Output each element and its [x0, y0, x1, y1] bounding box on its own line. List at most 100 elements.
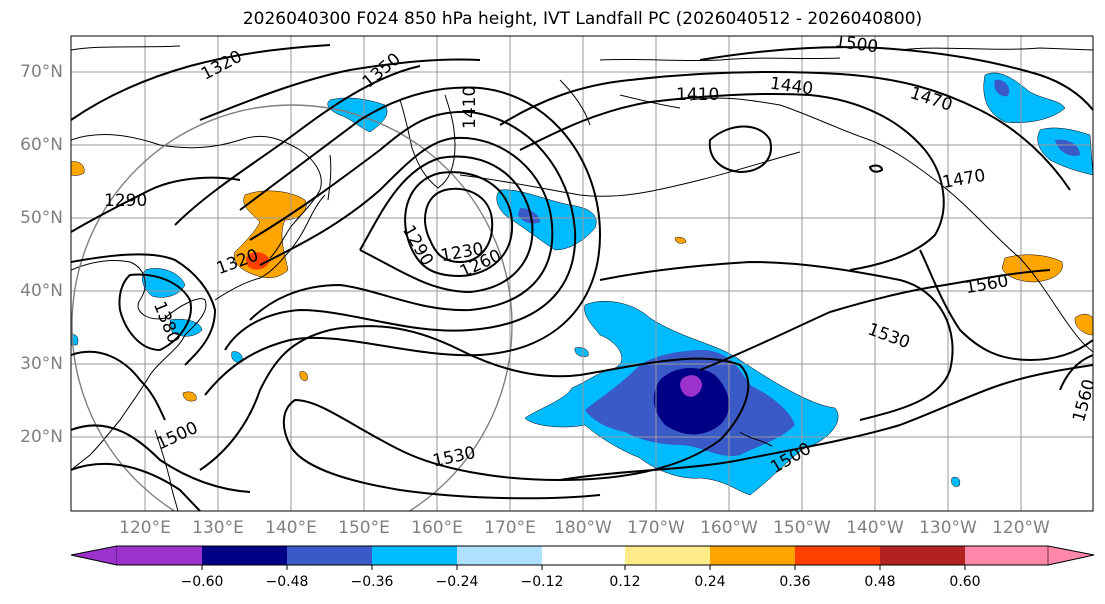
lat-label: 70°N [20, 62, 63, 82]
coastline-hawaii [739, 431, 773, 447]
colorbar-tick-label: 0.12 [609, 574, 641, 590]
ivt-negative-fill [71, 72, 1093, 496]
colorbar-ticks [201, 565, 966, 570]
coastline-aleutians [459, 151, 801, 197]
colorbar-segment [880, 546, 965, 565]
ivt-shade [674, 236, 687, 244]
lon-label: 170°E [484, 518, 536, 538]
range-circle [71, 104, 513, 511]
contour-line [249, 136, 554, 321]
colorbar-segment [202, 546, 287, 565]
lon-label: 150°W [773, 518, 831, 538]
height-contours [71, 44, 1093, 511]
lon-label: 140°E [265, 518, 317, 538]
lat-label: 50°N [20, 208, 63, 228]
lon-label: 180°W [554, 518, 612, 538]
colorbar-segment [457, 546, 542, 565]
contour-line [499, 71, 1071, 191]
contour-line [559, 364, 1093, 481]
ivt-shade [574, 347, 589, 357]
colorbar-tick-label: 0.24 [694, 574, 726, 590]
colorbar-segment [710, 546, 795, 565]
ivt-shade [231, 351, 243, 363]
contour-line [224, 110, 577, 351]
colorbar-segment [117, 546, 202, 565]
lon-label: 120°W [992, 518, 1050, 538]
contour-line [71, 350, 166, 421]
coastline-kamchatka [399, 94, 456, 189]
contour-line [424, 187, 494, 264]
colorbar-tick-label: −0.12 [520, 574, 564, 590]
contour-line [71, 462, 201, 511]
colorbar-tick-label: 0.36 [779, 574, 811, 590]
ivt-shade [653, 368, 730, 435]
ivt-shade [1074, 314, 1093, 336]
colorbar-tick-label: −0.48 [265, 574, 309, 590]
coastlines [71, 45, 1093, 511]
contour-label: 1500 [834, 32, 880, 58]
contour-line [1059, 354, 1093, 391]
lat-label: 30°N [20, 354, 63, 374]
colorbar-tick-label: −0.60 [180, 574, 224, 590]
coastline-asia [71, 259, 207, 471]
ivt-shade [299, 371, 308, 381]
ivt-shade [182, 391, 197, 402]
ivt-shade [496, 189, 597, 251]
coastline-sakhalin [327, 154, 332, 201]
colorbar-segment [542, 546, 625, 565]
ivt-shade [1055, 139, 1080, 156]
coastline-alaska [689, 97, 1021, 259]
ivt-shade [994, 79, 1010, 97]
colorbar-segment [372, 546, 457, 565]
coastline-north-america [1019, 257, 1093, 353]
contour-line [118, 273, 192, 352]
ivt-shade [1001, 254, 1063, 283]
map-frame [70, 35, 1094, 512]
colorbar-tick-label: 0.48 [864, 574, 896, 590]
colorbar-tick-label: −0.24 [435, 574, 479, 590]
lon-label: 130°E [192, 518, 244, 538]
lat-label: 40°N [20, 281, 63, 301]
lat-label: 20°N [20, 427, 63, 447]
lon-label: 140°W [846, 518, 904, 538]
contour-label: 1410 [676, 85, 719, 105]
lat-label: 60°N [20, 135, 63, 155]
contour-label: 1410 [460, 86, 480, 129]
contour-line [708, 125, 772, 174]
lon-label: 160°W [700, 518, 758, 538]
coastline-arctic [71, 45, 1093, 62]
colorbar-segment [287, 546, 372, 565]
coastline-asia [71, 134, 322, 259]
colorbar-segment [795, 546, 880, 565]
colorbar [70, 545, 1095, 570]
colorbar-tick-label: 0.60 [949, 574, 981, 590]
contour-line [404, 171, 514, 278]
contour-line [699, 46, 1093, 111]
contour-line [199, 58, 481, 121]
contour-line [71, 253, 217, 366]
ivt-shade [245, 252, 270, 270]
ivt-shade [71, 161, 85, 176]
contour-line [699, 269, 1051, 371]
lon-label: 150°E [338, 518, 390, 538]
map-content: 1320 1350 1410 1410 1440 1500 1470 1470 … [71, 32, 1093, 511]
contour-line [919, 249, 1093, 362]
lon-label: 120°E [119, 518, 171, 538]
coastline-philippines [154, 429, 179, 511]
colorbar-tick-label: −0.36 [350, 574, 394, 590]
contour-line [599, 260, 954, 421]
colorbar-segment [965, 546, 1048, 565]
map-title: 2026040300 F024 850 hPa height, IVT Land… [242, 9, 923, 29]
ivt-shade [951, 476, 961, 487]
lon-label: 160°E [411, 518, 463, 538]
contour-line [199, 325, 750, 500]
contour-line [359, 155, 534, 294]
colorbar-outline [70, 545, 1095, 566]
contour-line [71, 176, 241, 233]
contour-label: 1290 [104, 191, 147, 211]
contour-line [71, 44, 331, 121]
lon-label: 170°W [627, 518, 685, 538]
ivt-positive-fill [71, 161, 1093, 402]
contour-line [174, 65, 421, 226]
